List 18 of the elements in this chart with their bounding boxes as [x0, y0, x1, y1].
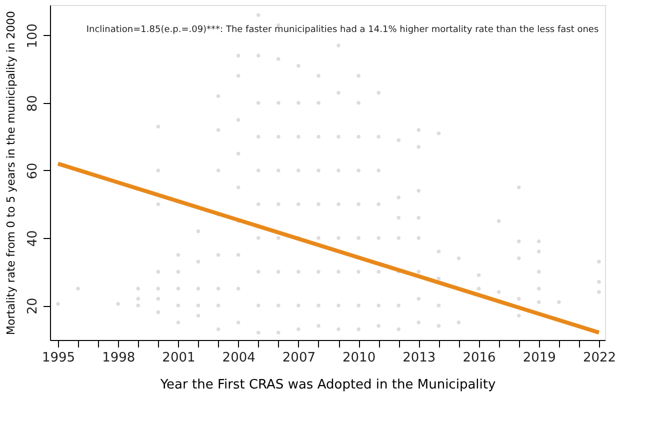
- annotation: Inclination=1.85(e.p.=.09)***: The faster municipalities had a 14.1% higher mortality rate than the less fast ones: [86, 25, 599, 35]
- x-tick-label: 1995: [42, 350, 76, 366]
- y-axis-title: Mortality rate from 0 to 5 years in the municipality in 2000: [4, 10, 18, 336]
- x-tick-label: 1998: [102, 350, 136, 366]
- x-tick-label: 2019: [522, 350, 556, 366]
- y-tick-label: 20: [26, 298, 40, 314]
- x-tick-label: 2022: [582, 350, 616, 366]
- x-axis-title: Year the First CRAS was Adopted in the Municipality: [159, 378, 496, 392]
- x-tick-label: 2010: [342, 350, 376, 366]
- y-tick-label: 60: [26, 162, 40, 180]
- x-tick-label: 2016: [462, 350, 496, 366]
- y-tick-label: 40: [26, 230, 40, 247]
- x-tick-label: 2004: [222, 350, 256, 366]
- x-tick-label: 2007: [282, 350, 316, 366]
- y-tick-label: 100: [26, 23, 40, 48]
- x-tick-label: 2013: [402, 350, 436, 366]
- y-tick-label: 80: [26, 95, 40, 112]
- x-tick-label: 2001: [162, 350, 196, 366]
